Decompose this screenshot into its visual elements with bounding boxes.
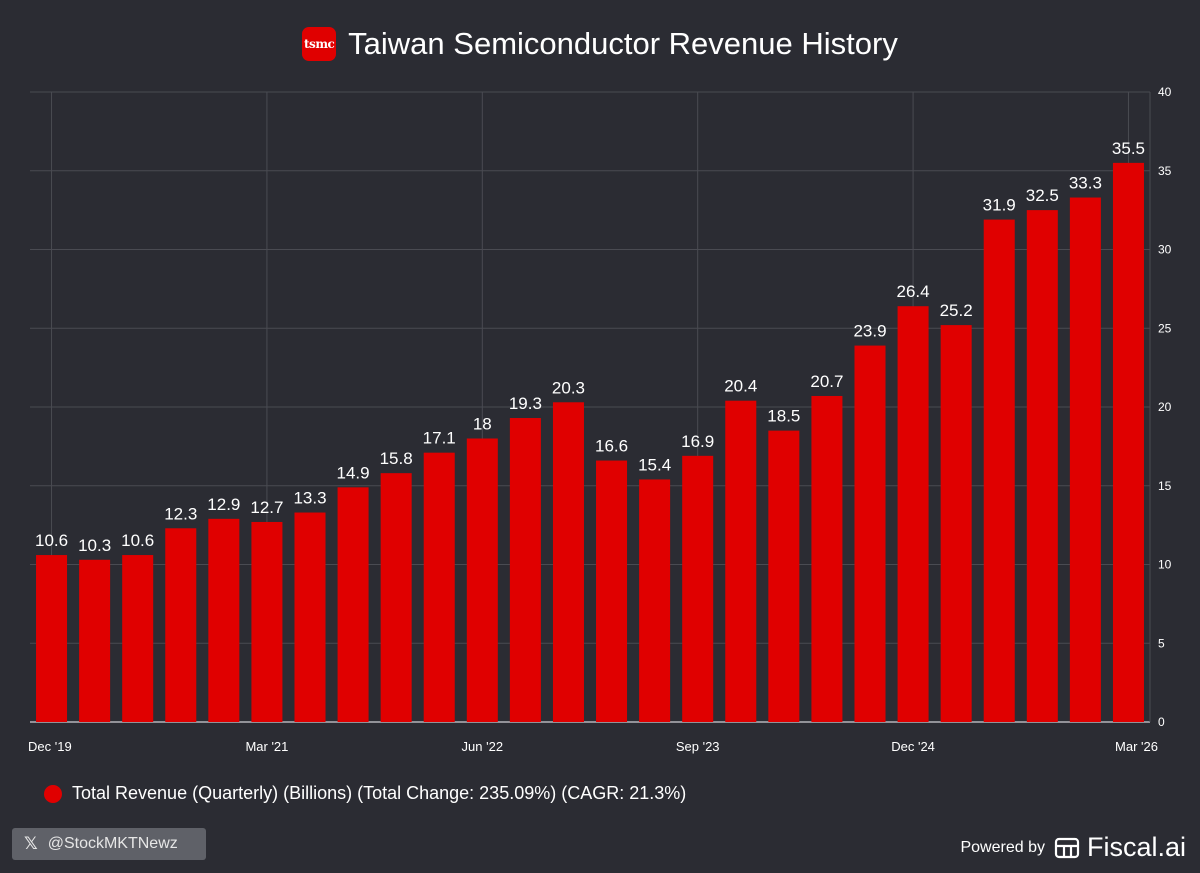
fiscal-logo-icon [1054, 837, 1080, 858]
fiscal-brand-name: Fiscal.ai [1086, 832, 1186, 862]
bar-value-label: 31.9 [983, 196, 1016, 215]
y-tick-label: 35 [1158, 164, 1172, 178]
axis-layer: 0 5 10 15 20 25 30 35 40 Dec '19 Mar '21 Jun '22 Sep… [28, 85, 1172, 754]
bar-value-label: 12.7 [250, 498, 283, 517]
bar[interactable] [36, 555, 68, 722]
bar[interactable] [251, 521, 283, 722]
bar[interactable] [854, 345, 886, 722]
social-handle-badge[interactable]: 𝕏 @StockMKTNewz [12, 828, 206, 860]
bar[interactable] [337, 487, 369, 722]
bar-value-label: 10.3 [78, 536, 111, 555]
bar[interactable] [165, 528, 197, 722]
handle-text: @StockMKTNewz [47, 835, 178, 852]
y-tick-label: 5 [1158, 636, 1165, 650]
bar-value-label: 23.9 [853, 322, 886, 341]
legend-swatch [44, 784, 62, 803]
bar[interactable] [423, 452, 455, 722]
bar[interactable] [208, 518, 240, 722]
tsmc-logo: tsmc [302, 27, 337, 61]
bar-value-label: 20.7 [810, 372, 843, 391]
powered-by-footer[interactable]: Powered by Fiscal.ai [960, 832, 1186, 863]
bar[interactable] [725, 400, 757, 722]
bar[interactable] [380, 473, 412, 722]
bar-value-label: 12.9 [207, 495, 240, 514]
revenue-bar-chart: 10.6 10.3 10.6 12.3 12.9 12.7 13.3 14.9 15.8 17.1… [28, 85, 1172, 754]
bar-value-label: 14.9 [337, 463, 370, 482]
y-tick-label: 20 [1158, 400, 1172, 414]
bar-value-label: 15.4 [638, 455, 671, 474]
x-tick-label: Jun '22 [462, 739, 504, 754]
y-tick-label: 10 [1158, 558, 1172, 572]
bar[interactable] [122, 555, 154, 722]
x-tick-label: Mar '21 [245, 739, 288, 754]
bar-value-label: 20.4 [724, 377, 757, 396]
bar-value-label: 12.3 [164, 504, 197, 523]
y-tick-label: 25 [1158, 321, 1172, 335]
bar[interactable] [940, 325, 972, 722]
bar[interactable] [466, 438, 498, 723]
powered-by-label: Powered by [960, 838, 1045, 856]
bar[interactable] [897, 306, 929, 722]
bar-value-label: 35.5 [1112, 139, 1145, 158]
bar-value-label: 18 [473, 415, 492, 434]
bar-value-label: 15.8 [380, 449, 413, 468]
tsmc-logo-text: tsmc [304, 37, 335, 51]
x-tick-label: Mar '26 [1115, 739, 1158, 754]
bar[interactable] [1069, 197, 1101, 722]
x-tick-label: Sep '23 [676, 739, 720, 754]
y-tick-label: 15 [1158, 479, 1172, 493]
bar[interactable] [552, 402, 584, 722]
bar-value-label: 10.6 [121, 531, 154, 550]
bar-layer [36, 162, 1144, 723]
x-tick-label: Dec '19 [28, 739, 72, 754]
bar[interactable] [596, 460, 628, 722]
bar-value-label: 33.3 [1069, 174, 1102, 193]
bar[interactable] [983, 219, 1015, 722]
y-tick-label: 30 [1158, 243, 1172, 257]
x-logo-icon: 𝕏 [24, 834, 38, 853]
bar-value-label: 19.3 [509, 394, 542, 413]
bar[interactable] [639, 479, 671, 722]
bar[interactable] [682, 455, 714, 722]
bar[interactable] [509, 418, 541, 722]
y-tick-label: 40 [1158, 85, 1172, 99]
grid-layer [30, 91, 1151, 723]
chart-title: Taiwan Semiconductor Revenue History [348, 26, 898, 61]
bar-value-label: 10.6 [35, 531, 68, 550]
bar[interactable] [1112, 162, 1144, 722]
x-tick-label: Dec '24 [891, 739, 935, 754]
bar-value-label: 17.1 [423, 429, 456, 448]
bar-value-label: 13.3 [293, 489, 326, 508]
bar-value-label: 18.5 [767, 407, 800, 426]
data-label-layer: 10.6 10.3 10.6 12.3 12.9 12.7 13.3 14.9 15.8 17.1… [35, 139, 1145, 555]
bar-value-label: 16.9 [681, 432, 714, 451]
bar-value-label: 25.2 [940, 301, 973, 320]
y-tick-label: 0 [1158, 715, 1165, 729]
bar[interactable] [294, 512, 326, 722]
bar[interactable] [811, 395, 843, 722]
bar-value-label: 20.3 [552, 378, 585, 397]
bar[interactable] [79, 559, 111, 722]
bar[interactable] [1026, 210, 1058, 722]
bar-value-label: 32.5 [1026, 186, 1059, 205]
bar[interactable] [768, 430, 800, 722]
chart-legend[interactable]: Total Revenue (Quarterly) (Billions) (To… [44, 783, 686, 804]
bar-value-label: 26.4 [897, 282, 930, 301]
legend-label: Total Revenue (Quarterly) (Billions) (To… [72, 783, 687, 803]
chart-header: tsmc Taiwan Semiconductor Revenue Histor… [0, 22, 1200, 66]
bar-value-label: 16.6 [595, 437, 628, 456]
